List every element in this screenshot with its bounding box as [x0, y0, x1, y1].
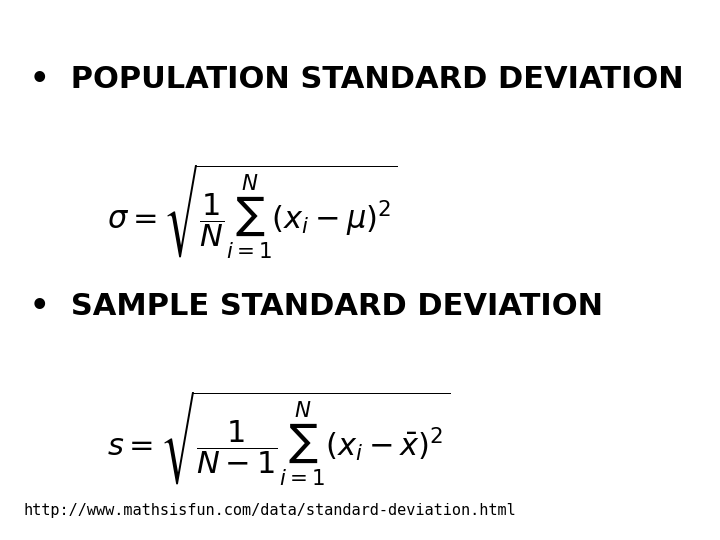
Text: $s = \sqrt{\dfrac{1}{N-1}\sum_{i=1}^{N}(x_i - \bar{x})^2}$: $s = \sqrt{\dfrac{1}{N-1}\sum_{i=1}^{N}(…	[107, 389, 451, 488]
Text: http://www.mathsisfun.com/data/standard-deviation.html: http://www.mathsisfun.com/data/standard-…	[24, 503, 517, 518]
Text: •  SAMPLE STANDARD DEVIATION: • SAMPLE STANDARD DEVIATION	[30, 292, 603, 321]
Text: •  POPULATION STANDARD DEVIATION: • POPULATION STANDARD DEVIATION	[30, 65, 683, 94]
Text: $\sigma = \sqrt{\dfrac{1}{N}\sum_{i=1}^{N}(x_i - \mu)^2}$: $\sigma = \sqrt{\dfrac{1}{N}\sum_{i=1}^{…	[107, 162, 398, 261]
